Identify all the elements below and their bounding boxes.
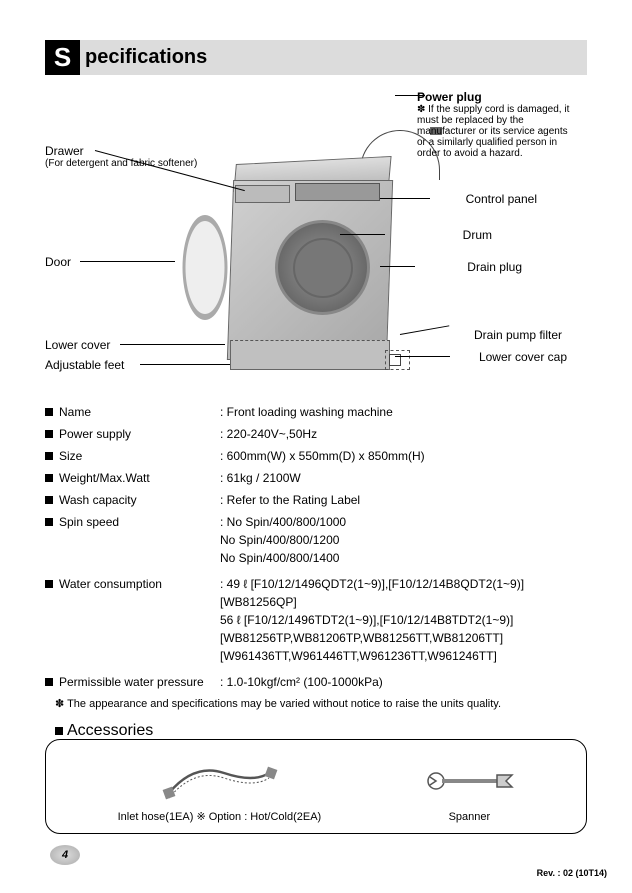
spec-pressure-value: : 1.0-10kgf/cm² (100-1000kPa) xyxy=(220,675,587,689)
label-lower-cover: Lower cover xyxy=(45,338,110,352)
label-door: Door xyxy=(45,255,71,269)
label-drawer: Drawer (For detergent and fabric softene… xyxy=(45,144,197,169)
spec-water-label: Water consumption xyxy=(59,577,162,591)
spec-spin-value: : No Spin/400/800/1000 No Spin/400/800/1… xyxy=(220,515,587,569)
specifications-list: Name : Front loading washing machine Powe… xyxy=(45,405,587,689)
accessories-title: Accessories xyxy=(67,722,153,740)
hose-label: Inlet hose(1EA) ※ Option : Hot/Cold(2EA) xyxy=(118,810,322,823)
label-drum: Drum xyxy=(463,228,492,242)
spec-size-label: Size xyxy=(59,449,82,463)
spec-pressure-label: Permissible water pressure xyxy=(59,675,204,689)
product-diagram: Power plug ✽ If the supply cord is damag… xyxy=(45,90,587,390)
spec-wash-label: Wash capacity xyxy=(59,493,137,507)
spec-power-label: Power supply xyxy=(59,427,131,441)
hose-icon xyxy=(154,758,284,803)
drawer-sub: (For detergent and fabric softener) xyxy=(45,158,197,169)
drawer-text: Drawer xyxy=(45,144,84,158)
accessories-header: Accessories xyxy=(55,722,587,740)
label-adjustable-feet: Adjustable feet xyxy=(45,358,124,372)
spec-water-value: : 49 ℓ [F10/12/1496QDT2(1~9)],[F10/12/14… xyxy=(220,577,587,667)
label-drain-pump: Drain pump filter xyxy=(474,328,562,342)
disclaimer-note: The appearance and specifications may be… xyxy=(55,697,587,710)
power-plug-note: ✽ If the supply cord is damaged, it must… xyxy=(417,104,577,159)
spanner-label: Spanner xyxy=(424,811,514,823)
accessory-hose: Inlet hose(1EA) ※ Option : Hot/Cold(2EA) xyxy=(118,755,322,823)
label-drain-plug: Drain plug xyxy=(467,260,522,274)
accessory-spanner: Spanner xyxy=(424,756,514,823)
power-plug-text: Power plug xyxy=(417,90,482,104)
spec-size-value: : 600mm(W) x 550mm(D) x 850mm(H) xyxy=(220,449,587,463)
title-bar: S pecifications xyxy=(45,40,587,75)
spec-name-value: : Front loading washing machine xyxy=(220,405,587,419)
spec-power-value: : 220-240V~,50Hz xyxy=(220,427,587,441)
spec-weight-label: Weight/Max.Watt xyxy=(59,471,150,485)
spec-weight-value: : 61kg / 2100W xyxy=(220,471,587,485)
accessories-box: Inlet hose(1EA) ※ Option : Hot/Cold(2EA)… xyxy=(45,739,587,834)
spanner-icon xyxy=(424,771,514,791)
spec-name-label: Name xyxy=(59,405,91,419)
label-lower-cap: Lower cover cap xyxy=(479,350,567,364)
label-power-plug: Power plug ✽ If the supply cord is damag… xyxy=(417,90,587,159)
spec-wash-value: : Refer to the Rating Label xyxy=(220,493,587,507)
page-title: pecifications xyxy=(80,40,587,75)
revision-text: Rev. : 02 (10T14) xyxy=(537,868,607,878)
title-prefix: S xyxy=(45,40,80,75)
spec-spin-label: Spin speed xyxy=(59,515,119,529)
page-number: 4 xyxy=(50,845,80,865)
label-control-panel: Control panel xyxy=(466,192,537,206)
